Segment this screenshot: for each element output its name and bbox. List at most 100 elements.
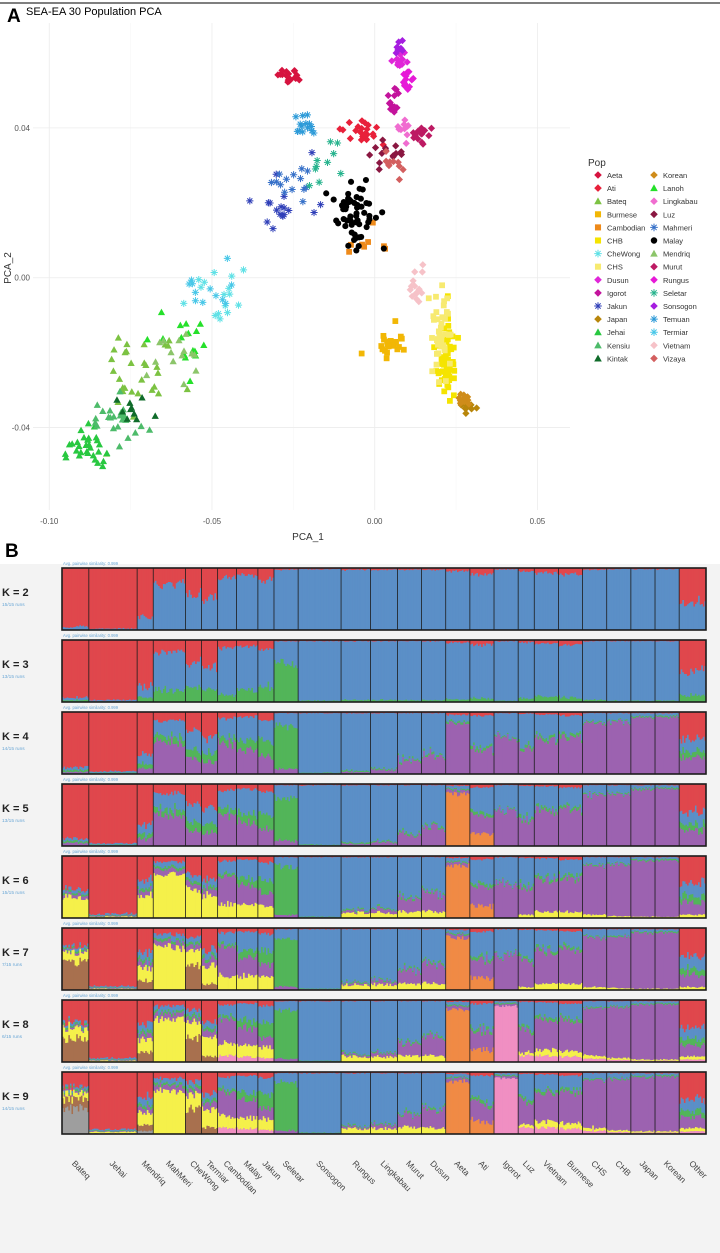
point-dusun: [394, 61, 402, 69]
point-mahmeri: [275, 170, 284, 178]
pca-chart: -0.10 -0.05 0.00 0.05-0.040.000.04 PCA_1 PC…: [3, 23, 570, 543]
point-mendriq: [192, 367, 200, 374]
point-ati: [346, 134, 354, 143]
point-chs: [442, 315, 448, 322]
segment-red: [63, 568, 66, 628]
bar-murut: [397, 640, 422, 702]
point-chewong: [220, 290, 228, 299]
legend-item-lanoh: Lanoh: [650, 184, 684, 193]
point-lingkabau: [400, 125, 409, 133]
legend-key-burmese: [594, 211, 602, 218]
point-chs: [429, 335, 435, 341]
point-lingkabau: [403, 131, 411, 139]
legend-key-korean: [650, 171, 658, 179]
row-k-label: K = 3: [2, 659, 29, 671]
bar-chewong: [185, 568, 202, 630]
bar-korean: [655, 640, 680, 702]
legend-item-bateq: Bateq: [594, 197, 627, 206]
point-aeta: [283, 72, 291, 80]
point-kensiu: [93, 401, 101, 408]
point-rungus: [402, 82, 410, 90]
point-malay: [345, 190, 352, 197]
point-aeta: [290, 67, 298, 75]
legend-key-lingkabau: [650, 197, 658, 205]
point-burmese: [400, 346, 407, 353]
segment-red: [88, 568, 91, 630]
segment-blue: [77, 626, 80, 630]
bar-other: [679, 568, 707, 630]
point-jehai: [103, 449, 111, 457]
bar-termiar: [201, 568, 218, 630]
point-vietnam: [415, 298, 423, 306]
point-jehai: [84, 419, 93, 427]
point-bateq: [148, 386, 156, 393]
point-chs: [436, 379, 442, 385]
point-murut: [421, 126, 429, 135]
point-malay: [356, 185, 363, 192]
point-mendriq: [180, 380, 188, 388]
point-bateq: [121, 384, 129, 391]
point-ati: [358, 117, 366, 125]
bar-sonsogon: [298, 712, 342, 774]
segment-red: [79, 568, 82, 626]
bar-jehai: [88, 712, 138, 774]
point-lanoh: [143, 335, 151, 343]
point-ati: [345, 118, 353, 127]
point-chewong: [226, 290, 234, 298]
point-jakun: [276, 210, 284, 218]
point-chb: [455, 334, 461, 341]
point-ati: [339, 126, 347, 134]
point-kintak: [133, 415, 141, 423]
legend-item-ati: Ati: [594, 184, 616, 193]
point-chewong: [228, 272, 236, 280]
point-vietnam: [418, 289, 426, 297]
series-jehai: [61, 419, 111, 470]
point-temuan: [305, 120, 314, 128]
point-jehai: [82, 441, 90, 448]
panel-a-letter: A: [7, 6, 21, 27]
point-jehai: [77, 448, 85, 456]
point-chb: [450, 361, 457, 368]
bar-jakun: [257, 640, 275, 702]
legend-label: Jehai: [607, 328, 625, 337]
point-seletar: [333, 139, 342, 147]
bar-dusun: [421, 712, 447, 774]
bar-chewong: [185, 784, 202, 846]
point-sonsogon: [394, 46, 402, 54]
point-luz: [397, 148, 405, 156]
point-vietnam: [418, 268, 426, 276]
point-chewong: [214, 310, 223, 318]
bar-aeta: [445, 640, 471, 702]
point-kensiu: [124, 434, 132, 441]
point-aeta: [278, 66, 286, 74]
point-malay: [380, 245, 387, 252]
point-kintak: [113, 396, 121, 403]
point-jakun: [316, 201, 325, 209]
point-igorot: [390, 108, 398, 116]
bar-jehai: [88, 568, 138, 630]
pca-grid: [33, 23, 570, 510]
point-termiar: [199, 298, 207, 306]
point-kensiu: [137, 422, 145, 430]
point-jehai: [91, 456, 99, 463]
point-vizaya: [386, 158, 394, 166]
series-vizaya: [382, 147, 407, 184]
pca-plot-area: [33, 23, 570, 510]
point-mahmeri: [282, 175, 291, 183]
point-mendriq: [178, 351, 186, 359]
segment-red: [92, 568, 95, 629]
bar-japan: [630, 712, 656, 774]
point-ati: [354, 123, 362, 131]
legend-key-japan: [594, 315, 602, 323]
legend-item-cambodian: Cambodian: [594, 223, 645, 232]
point-luz: [392, 149, 400, 158]
bar-dusun: [421, 568, 447, 630]
legend-label: Seletar: [663, 289, 687, 298]
point-ati: [372, 123, 381, 131]
point-burmese: [390, 342, 396, 349]
legend-key-vizaya: [650, 354, 658, 363]
series-sonsogon: [392, 36, 407, 57]
legend-key-luz: [650, 210, 658, 219]
point-chewong: [200, 278, 208, 286]
point-murut: [414, 135, 422, 143]
